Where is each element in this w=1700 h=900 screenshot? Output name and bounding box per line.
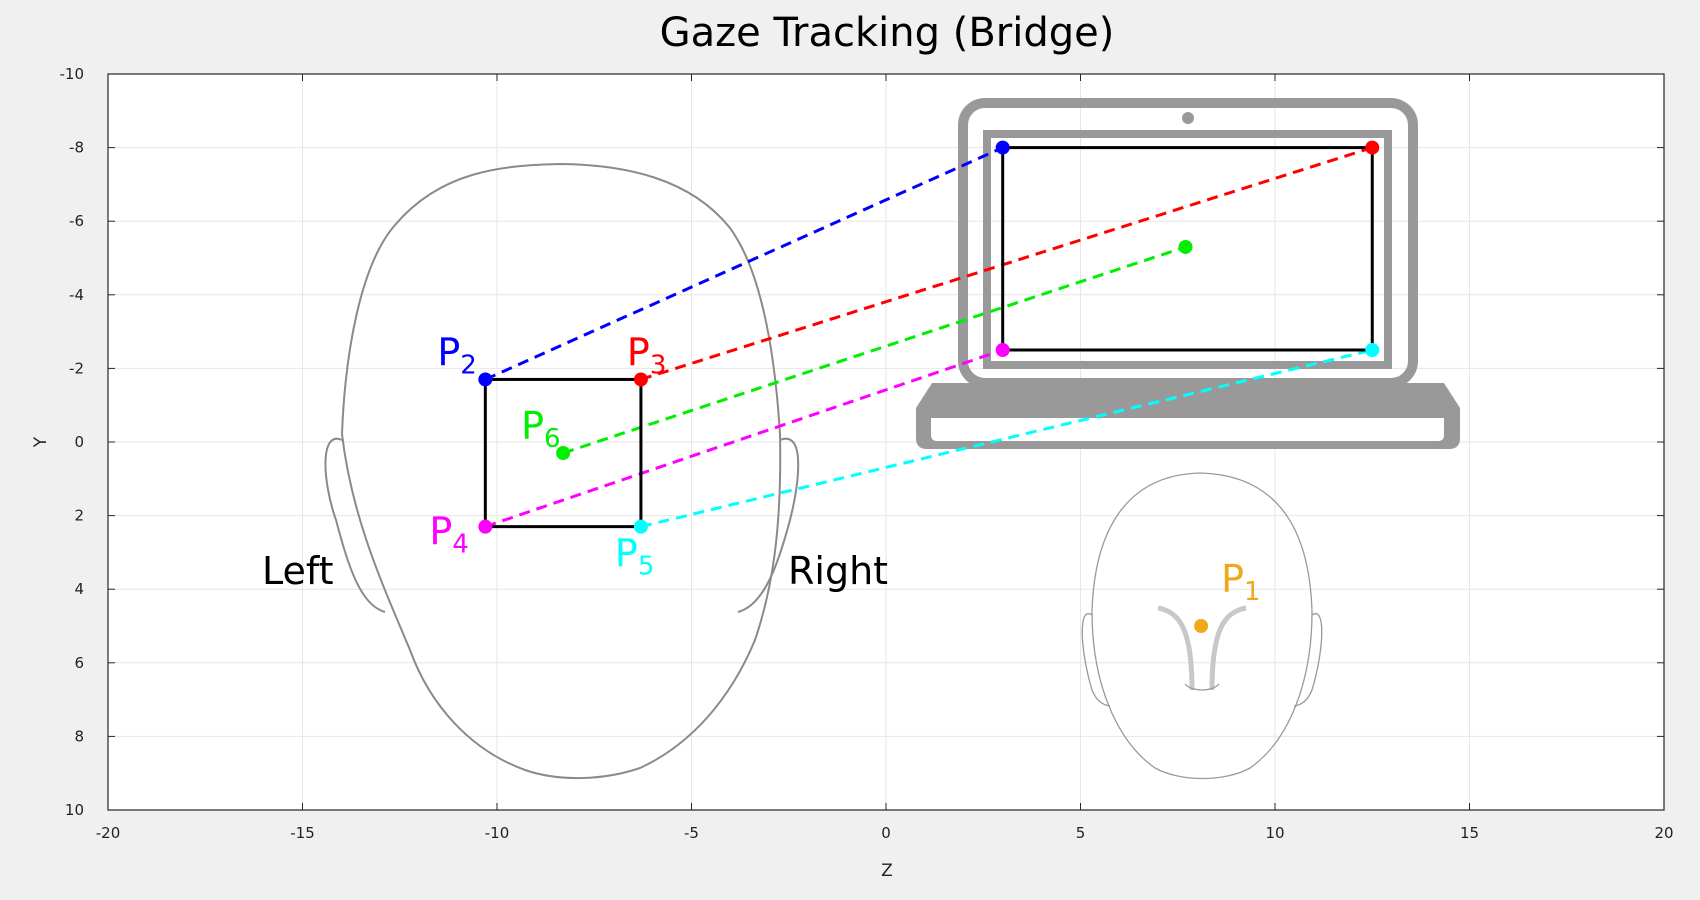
y-axis-label: Y	[31, 436, 51, 448]
left-side-label: Left	[262, 549, 334, 593]
face-point-p5	[633, 519, 648, 534]
laptop-keyboard-deck	[931, 418, 1444, 441]
gaze-line-p6	[562, 245, 1187, 455]
y-tick-label: -4	[69, 286, 84, 304]
x-tick-label: 5	[1076, 824, 1086, 842]
screen-point-2	[1365, 140, 1380, 155]
y-tick-label: 4	[74, 580, 84, 598]
screen-point-4	[995, 343, 1010, 357]
small-face-illustration	[1081, 472, 1323, 780]
y-tick-label: -2	[69, 359, 84, 377]
face-illustration	[324, 162, 800, 780]
y-tick-label: -6	[69, 212, 84, 230]
y-tick-label: -8	[69, 139, 84, 157]
y-tick-label: -10	[60, 65, 85, 83]
region-boxes	[483, 146, 1374, 529]
data-points	[478, 140, 1380, 633]
face-point-p4	[478, 519, 493, 534]
point-label-p6: P6	[521, 404, 560, 454]
x-tick-label: -10	[485, 824, 510, 842]
webcam-icon	[1182, 112, 1194, 124]
gaze-lines	[484, 146, 1373, 529]
y-tick-label: 2	[74, 507, 84, 525]
x-tick-label: 15	[1460, 824, 1479, 842]
laptop-screen-bezel	[983, 130, 1392, 369]
x-tick-label: 10	[1265, 824, 1284, 842]
gaze-line-p3	[640, 146, 1373, 381]
screen-point-3	[1178, 239, 1193, 254]
chart-title: Gaze Tracking (Bridge)	[660, 10, 1115, 56]
y-tick-label: 0	[74, 433, 84, 451]
face-point-p2	[478, 372, 493, 387]
x-axis-label: Z	[881, 861, 893, 881]
gaze-line-p2	[484, 146, 1004, 381]
x-tick-label: -20	[96, 824, 121, 842]
point-label-p5: P5	[615, 532, 654, 582]
x-tick-label: 0	[881, 824, 891, 842]
y-tick-label: 10	[65, 801, 84, 819]
laptop-illustration	[916, 98, 1460, 449]
screen-gaze-region	[1001, 146, 1374, 352]
x-tick-label: 20	[1654, 824, 1673, 842]
gaze-line-p4	[484, 348, 1004, 529]
y-tick-label: 6	[74, 654, 84, 672]
x-tick-label: -5	[684, 824, 699, 842]
face-point-p3	[633, 372, 648, 387]
bridge-point-p1	[1194, 619, 1209, 633]
right-side-label: Right	[788, 549, 888, 593]
x-tick-label: -15	[290, 824, 315, 842]
y-tick-label: 8	[74, 727, 84, 745]
screen-point-5	[1365, 343, 1380, 357]
plot-frame	[107, 73, 1665, 811]
face-point-p6	[556, 446, 571, 461]
face-gaze-region	[483, 377, 643, 529]
screen-point-1	[995, 140, 1010, 155]
